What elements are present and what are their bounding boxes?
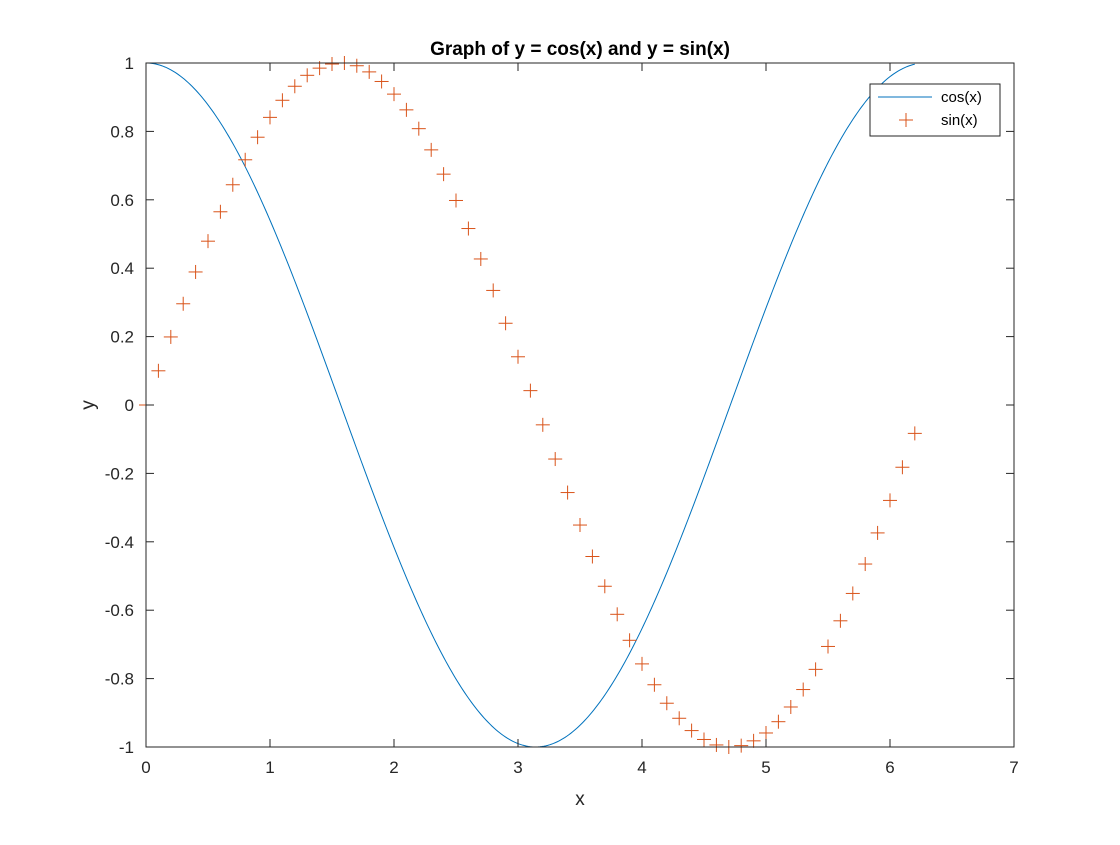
y-tick-label: 0.8 xyxy=(110,122,134,141)
y-axis-ticks: -1 -0.8 -0.6 -0.4 -0.2 0 0.2 0.4 0.6 0.8 1 xyxy=(105,54,1014,757)
sin-point-marker xyxy=(176,296,191,311)
sin-point-marker xyxy=(573,518,587,533)
sin-point-marker xyxy=(622,633,637,648)
sin-point-marker xyxy=(821,639,835,654)
y-tick-label: 0.4 xyxy=(110,259,134,278)
y-tick-label: -0.2 xyxy=(105,464,134,483)
sin-point-marker xyxy=(647,677,662,692)
sin-point-marker xyxy=(325,57,339,72)
sin-point-marker xyxy=(486,283,501,298)
x-tick-label: 5 xyxy=(761,758,770,777)
sin-point-marker xyxy=(473,251,488,266)
sin-point-marker xyxy=(709,737,724,752)
sin-point-marker xyxy=(399,102,414,117)
x-tick-label: 2 xyxy=(389,758,398,777)
sin-point-marker xyxy=(287,79,302,94)
legend: cos(x) sin(x) xyxy=(869,83,1001,137)
y-tick-label: -0.8 xyxy=(105,670,134,689)
sin-point-marker xyxy=(771,714,786,729)
sin-point-marker xyxy=(585,549,600,564)
sin-point-marker xyxy=(225,177,240,192)
sin-point-marker xyxy=(684,723,699,738)
sin-point-marker xyxy=(238,152,253,167)
legend-sin-label: sin(x) xyxy=(941,112,978,129)
y-axis-label: y xyxy=(78,400,99,410)
sin-point-marker xyxy=(845,586,860,601)
legend-box xyxy=(869,83,1001,137)
sin-point-marker xyxy=(548,452,563,467)
sin-point-marker xyxy=(411,121,426,136)
y-tick-label: 0 xyxy=(125,396,134,415)
y-tick-label: -0.6 xyxy=(105,601,134,620)
sin-point-marker xyxy=(659,696,674,711)
legend-sin-marker-sample xyxy=(899,113,913,127)
sin-point-marker xyxy=(535,417,550,432)
x-tick-label: 4 xyxy=(637,758,646,777)
x-axis-label: x xyxy=(575,789,585,810)
sin-point-marker xyxy=(759,725,773,740)
sin-point-marker xyxy=(201,234,215,249)
sin-point-marker xyxy=(387,87,401,102)
y-tick-label: 1 xyxy=(125,54,134,73)
sin-point-marker xyxy=(597,579,612,594)
sin-point-marker xyxy=(300,68,315,83)
x-tick-label: 1 xyxy=(265,758,274,777)
sin-point-marker xyxy=(734,738,749,753)
sin-point-marker xyxy=(275,93,290,108)
sin-point-marker xyxy=(635,656,649,671)
sin-point-marker xyxy=(163,329,178,344)
sin-point-marker xyxy=(907,426,922,441)
sin-point-marker xyxy=(858,557,873,572)
y-tick-label: -0.4 xyxy=(105,533,134,552)
sin-point-marker xyxy=(808,662,823,677)
sin-point-marker xyxy=(436,167,451,182)
x-axis-ticks: 0 1 2 3 4 5 6 7 xyxy=(141,63,1019,777)
y-tick-label: -1 xyxy=(119,738,134,757)
sin-point-marker xyxy=(362,64,377,79)
sin-point-marker xyxy=(523,383,538,398)
sin-point-marker xyxy=(461,221,476,236)
sin-point-marker xyxy=(833,613,848,628)
sin-point-marker xyxy=(883,493,897,508)
sin-point-marker xyxy=(349,58,364,73)
x-tick-label: 0 xyxy=(141,758,150,777)
sin-point-marker xyxy=(449,193,463,208)
sin-point-marker xyxy=(783,699,798,714)
sin-point-marker xyxy=(610,607,625,622)
x-tick-label: 3 xyxy=(513,758,522,777)
sin-point-marker xyxy=(250,130,265,145)
sin-point-marker xyxy=(424,142,439,157)
x-tick-label: 6 xyxy=(885,758,894,777)
sin-point-marker xyxy=(870,525,885,540)
sin-point-marker xyxy=(188,264,203,279)
series-layer xyxy=(139,56,922,754)
y-tick-label: 0.6 xyxy=(110,191,134,210)
plot-area xyxy=(146,63,1014,747)
sin-point-marker xyxy=(511,349,525,364)
series-sin-markers xyxy=(139,56,922,754)
sin-point-marker xyxy=(796,682,811,697)
sin-point-marker xyxy=(697,732,711,747)
legend-cos-label: cos(x) xyxy=(941,89,982,106)
sin-point-marker xyxy=(895,460,910,475)
chart-title: Graph of y = cos(x) and y = sin(x) xyxy=(430,39,730,60)
sin-point-marker xyxy=(498,316,513,331)
sin-point-marker xyxy=(672,711,687,726)
sin-point-marker xyxy=(263,110,277,125)
x-tick-label: 7 xyxy=(1009,758,1018,777)
sin-point-marker xyxy=(746,733,761,748)
sin-point-marker xyxy=(213,204,228,219)
sin-point-marker xyxy=(374,74,389,89)
sin-point-marker xyxy=(560,485,575,500)
y-tick-label: 0.2 xyxy=(110,328,134,347)
sin-point-marker xyxy=(151,363,166,378)
